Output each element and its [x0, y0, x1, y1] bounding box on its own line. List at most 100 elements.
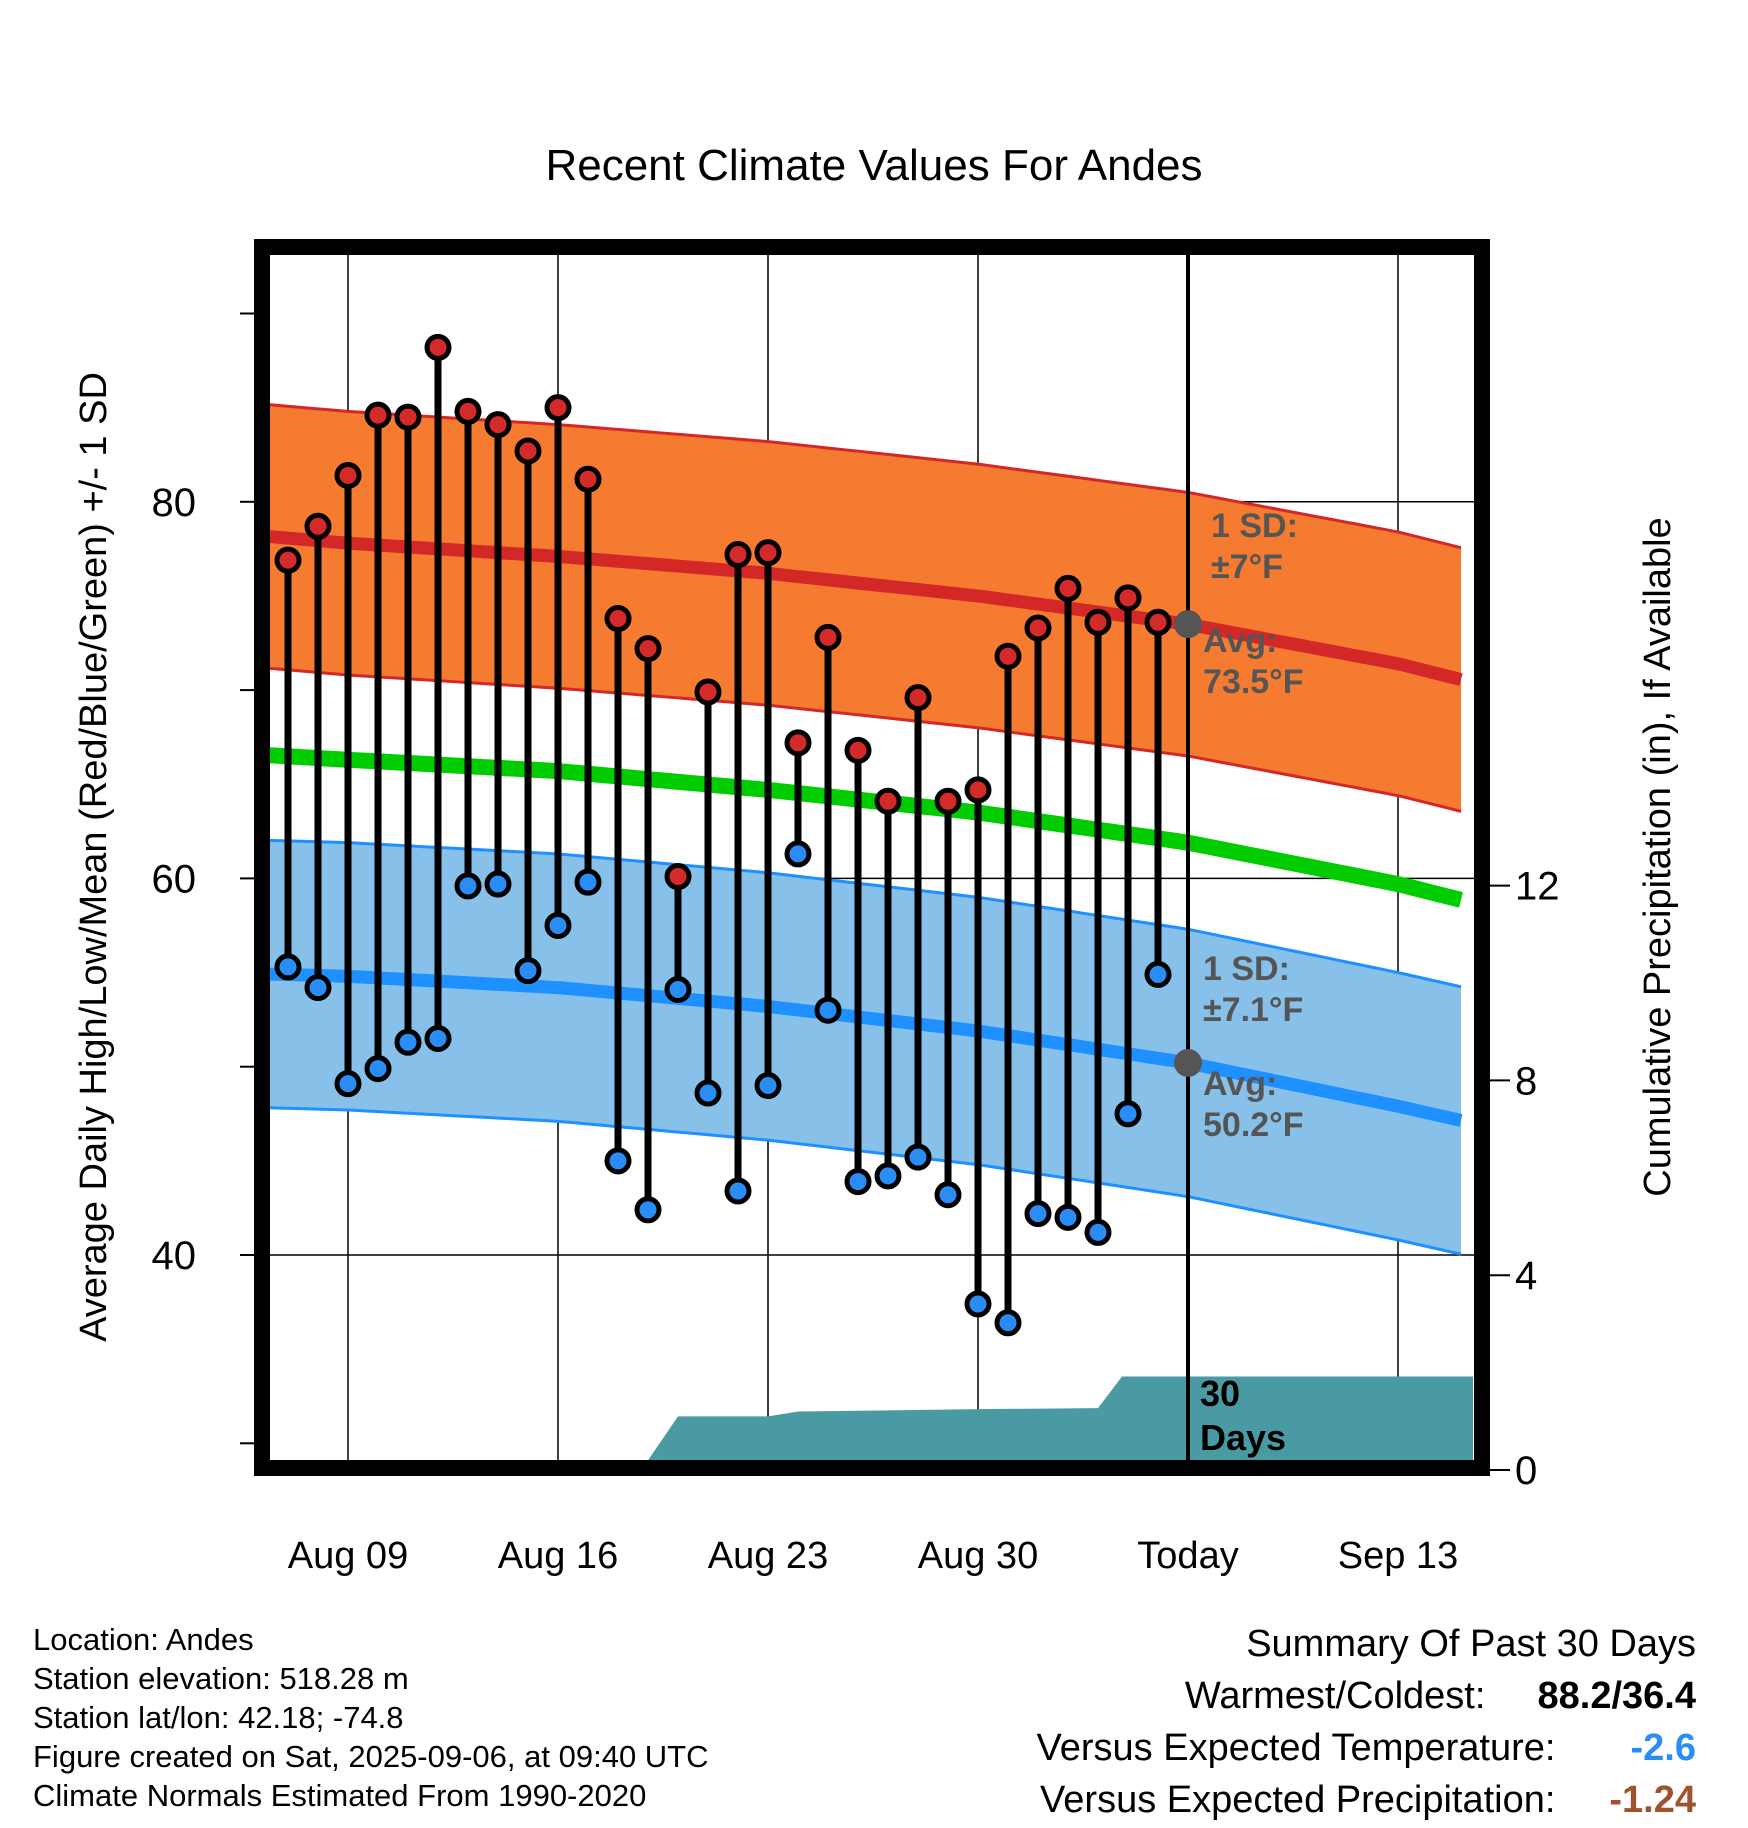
y-tick-label: 80 [152, 481, 197, 525]
low-marker [574, 868, 602, 896]
x-tick-label: Aug 30 [918, 1535, 1038, 1577]
low-marker [814, 996, 842, 1024]
low-marker [934, 1181, 962, 1209]
summary-warm-cold-row: Warmest/Coldest: 88.2/36.4 [1037, 1670, 1696, 1722]
low-avg-value: 50.2°F [1203, 1106, 1304, 1144]
low-marker [304, 974, 332, 1002]
low-marker [454, 872, 482, 900]
low-marker [514, 957, 542, 985]
high-marker [634, 635, 662, 663]
high-marker [514, 437, 542, 465]
y-tick-label: 60 [152, 857, 197, 901]
low-marker [994, 1309, 1022, 1337]
y2-tick-label: 4 [1515, 1254, 1537, 1298]
high-band-upper-edge [262, 402, 1462, 550]
x-tick-label: Aug 16 [498, 1535, 618, 1577]
low-marker [1054, 1203, 1082, 1231]
low-marker [904, 1143, 932, 1171]
x-tick-label: Aug 23 [708, 1535, 828, 1577]
low-marker [1084, 1218, 1112, 1246]
days-label-text: Days [1200, 1417, 1286, 1458]
high-marker [694, 678, 722, 706]
normal-high-line [262, 529, 1463, 686]
low-avg-dot [1174, 1048, 1202, 1077]
days-label-number: 30 [1200, 1373, 1240, 1414]
high-marker [904, 684, 932, 712]
summary-panel: Summary Of Past 30 Days Warmest/Coldest:… [1037, 1618, 1696, 1826]
high-marker [874, 787, 902, 815]
precip-value: -1.24 [1609, 1779, 1696, 1821]
chart-title: Recent Climate Values For Andes [545, 141, 1202, 190]
high-marker [334, 461, 362, 489]
plot-frame [254, 239, 1490, 1476]
low-marker [424, 1024, 452, 1052]
low-marker [1114, 1100, 1142, 1128]
normals-text: Climate Normals Estimated From 1990-2020 [33, 1778, 647, 1813]
high-marker [574, 465, 602, 493]
low-marker [544, 911, 572, 939]
low-marker [634, 1196, 662, 1224]
high-marker [484, 411, 512, 439]
y2-axis-label: Cumulative Precipitation (in), If Availa… [1637, 517, 1679, 1196]
high-marker [1024, 614, 1052, 642]
low-marker [844, 1168, 872, 1196]
low-marker [604, 1147, 632, 1175]
precip-label: Versus Expected Precipitation: [1040, 1779, 1556, 1821]
low-marker [334, 1070, 362, 1098]
high-marker [274, 546, 302, 574]
warm-cold-value: 88.2/36.4 [1537, 1675, 1696, 1717]
high-marker [994, 642, 1022, 670]
high-marker [754, 539, 782, 567]
y-tick-label: 40 [152, 1234, 197, 1278]
high-marker [784, 729, 812, 757]
latlon-text: Station lat/lon: 42.18; -74.8 [33, 1700, 404, 1735]
high-marker [664, 863, 692, 891]
elevation-text: Station elevation: 518.28 m [33, 1661, 409, 1696]
low-marker [724, 1177, 752, 1205]
low-marker [784, 840, 812, 868]
high-avg-value: 73.5°F [1203, 663, 1304, 701]
low-band-lower-edge [262, 1106, 1462, 1256]
x-tick-label: Sep 13 [1338, 1535, 1458, 1577]
high-marker [364, 401, 392, 429]
low-marker [1024, 1200, 1052, 1228]
low-band-upper-edge [262, 838, 1462, 989]
high-marker [1084, 608, 1112, 636]
low-marker [694, 1079, 722, 1107]
created-text: Figure created on Sat, 2025-09-06, at 09… [33, 1739, 709, 1774]
high-marker [604, 605, 632, 633]
summary-title: Summary Of Past 30 Days [1246, 1623, 1696, 1665]
high-marker [454, 397, 482, 425]
low-marker [964, 1290, 992, 1318]
plot-area [262, 247, 1482, 1468]
high-band-lower-edge [262, 666, 1462, 813]
temp-label: Versus Expected Temperature: [1036, 1727, 1556, 1769]
summary-precip-row: Versus Expected Precipitation: -1.24 [1037, 1774, 1696, 1826]
high-marker [724, 541, 752, 569]
low-marker [874, 1162, 902, 1190]
high-marker [964, 776, 992, 804]
high-marker [1144, 608, 1172, 636]
low-marker [754, 1072, 782, 1100]
low-marker [394, 1028, 422, 1056]
low-marker [484, 870, 512, 898]
low-marker [1144, 960, 1172, 988]
high-marker [844, 736, 872, 764]
low-marker [664, 975, 692, 1003]
location-text: Location: Andes [33, 1622, 254, 1657]
low-marker [274, 953, 302, 981]
summary-temp-row: Versus Expected Temperature: -2.6 [1037, 1722, 1696, 1774]
y-axis-label: Average Daily High/Low/Mean (Red/Blue/Gr… [73, 372, 115, 1342]
warm-cold-label: Warmest/Coldest: [1184, 1675, 1486, 1717]
high-sd-value: ±7°F [1211, 548, 1283, 586]
high-sd-band [262, 404, 1461, 812]
high-sd-label: 1 SD: [1211, 507, 1298, 545]
normal-mean-line [262, 746, 1463, 908]
precip-area [454, 1376, 1473, 1468]
high-marker [1114, 584, 1142, 612]
y2-tick-label: 12 [1515, 865, 1560, 909]
high-avg-label: Avg: [1203, 622, 1277, 660]
high-avg-dot [1174, 610, 1202, 639]
high-marker [1054, 574, 1082, 602]
